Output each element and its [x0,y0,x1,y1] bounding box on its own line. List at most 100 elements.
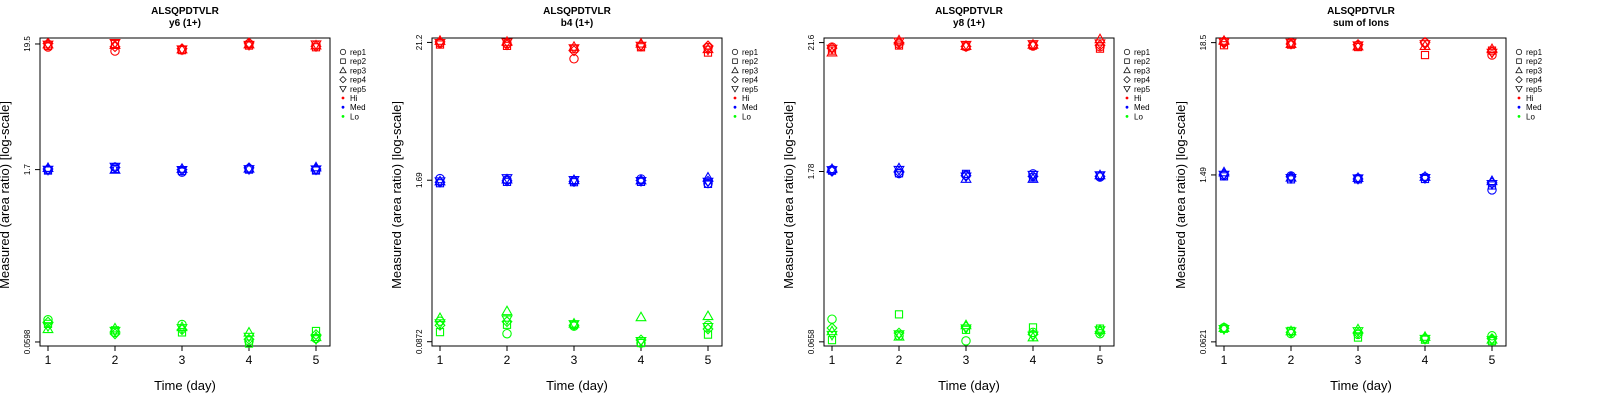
data-point [702,309,714,321]
data-point [1420,50,1430,60]
data-point [1486,43,1498,54]
data-point [1285,174,1297,185]
y-tick-label: 0.0658 [807,329,816,354]
legend-label: Med [350,103,366,112]
legend-swatch [1515,66,1523,74]
data-point [42,40,54,51]
data-point [635,311,647,322]
data-point [826,44,838,55]
legend-swatch [340,58,346,64]
legend-label: Hi [742,94,750,103]
data-point [1028,323,1038,332]
data-point [434,319,446,330]
legend-swatch [1124,58,1130,64]
data-point [569,54,579,64]
legend-label: rep2 [1134,57,1151,66]
legend-swatch-group [1515,86,1523,93]
data-point [1218,38,1230,49]
legend-label: rep5 [350,85,367,94]
data-point [42,322,54,333]
legend-swatch-group [339,66,347,74]
data-point [1352,41,1364,52]
data-point [894,41,904,50]
data-point [109,41,121,53]
data-point [310,335,322,346]
x-axis-title: Time (day) [154,378,216,393]
data-point [960,172,972,183]
legend-label: rep4 [350,76,367,85]
legend-swatch [1123,66,1131,74]
data-point [502,328,512,339]
data-point [243,333,255,345]
data-point [176,45,188,56]
legend-label: Med [742,103,758,112]
legend-swatch [731,66,739,74]
data-point [176,166,188,177]
chart-subtitle: b4 (1+) [561,18,594,29]
data-point [243,165,255,176]
data-point [1486,48,1498,59]
data-point [1352,327,1364,338]
data-point [1027,331,1039,342]
x-axis-title: Time (day) [1330,378,1392,393]
data-point [501,174,513,185]
data-point [501,39,513,51]
data-point [1419,174,1431,185]
legend-label: rep1 [742,48,759,57]
legend-swatch [1123,75,1131,84]
data-point [826,166,838,177]
data-point [1486,177,1498,189]
data-point [243,332,255,343]
legend-swatch-group [1123,48,1131,56]
legend-label: rep3 [1134,66,1151,75]
legend-swatch-group [1515,48,1523,56]
y-tick-label: 0.0872 [415,329,424,354]
data-point [1027,170,1039,182]
data-point [501,175,513,187]
legend-swatch-group [732,58,738,64]
chart-subtitle: y8 (1+) [953,18,985,29]
plot-area: 1 2 3 4 5 0.0621 1.49 18.5 rep1rep2rep3rep4rep5H… [1199,34,1543,367]
data-point [177,328,187,337]
data-point [434,36,446,48]
data-point [826,330,838,342]
data-point [635,174,647,185]
chart-b4: ALSQPDTVLR b4 (1+) Time (day) Measured (… [392,0,792,400]
data-point [1486,336,1498,347]
legend-swatch [1123,48,1131,56]
data-point [702,323,714,335]
legend-swatch [1125,96,1129,100]
x-tick-label: 3 [963,353,970,367]
data-point [702,322,714,334]
legend-swatch-group [339,86,347,93]
legend-swatch [339,48,347,56]
legend-swatch [731,75,739,84]
legend-label: rep5 [1526,85,1543,94]
legend-label: rep5 [1134,85,1151,94]
data-point [1419,170,1431,181]
y-axis-title: Measured (area ratio) [log-scale] [392,101,404,289]
legend-label: Hi [350,94,358,103]
legend-label: rep3 [350,66,367,75]
x-tick-label: 2 [896,353,903,367]
legend-swatch [1125,105,1129,109]
x-tick-label: 2 [112,353,119,367]
legend-label: rep3 [742,66,759,75]
data-point [310,328,322,341]
data-point [635,337,647,348]
data-point [827,336,837,345]
data-point [109,162,121,173]
y-tick-label: 21.6 [807,34,816,50]
legend-label: rep2 [742,57,759,66]
legend-swatch [732,58,738,64]
legend-swatch-group [1124,58,1130,64]
plot-frame [39,37,331,347]
x-tick-label: 5 [705,353,712,367]
data-point [502,320,512,329]
legend-label: rep4 [742,76,759,85]
chart-title: ALSQPDTVLR [543,6,612,17]
legend-swatch [1517,115,1521,118]
chart-y6: ALSQPDTVLR y6 (1+) Time (day) Measured (… [0,0,400,400]
legend-swatch [733,105,737,109]
